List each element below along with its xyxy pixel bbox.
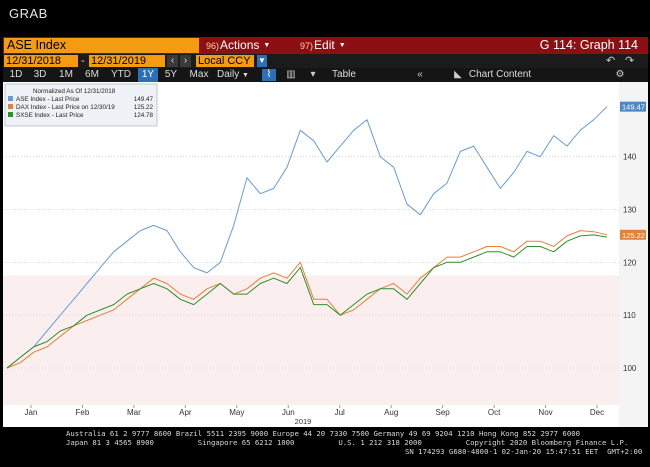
main-toolbar: ASE Index 96)Actions ▼ 97)Edit ▼ G 114: Gr… — [3, 37, 648, 54]
y-tick-label: 140 — [623, 153, 637, 162]
legend-swatch — [8, 96, 13, 101]
y-tick-label: 110 — [623, 311, 636, 320]
currency-field[interactable]: Local CCY — [196, 55, 254, 67]
legend-entry: ASE Index - Last Price — [16, 96, 80, 103]
last-value-label: 125.22 — [622, 231, 645, 240]
graph-title: G 114: Graph 114 — [539, 38, 638, 52]
x-tick-label: Feb — [76, 408, 90, 417]
edit-menu[interactable]: 97)Edit ▼ — [300, 37, 346, 54]
period-toolbar: 1D 3D 1M 6M YTD 1Y 5Y Max Daily ▼ ⌇ ▥ ▾ … — [3, 68, 648, 82]
footer-line-3: SN 174293 G680-4800-1 02-Jan-20 15:47:51… — [405, 447, 643, 456]
legend-title: Normalized As Of 12/31/2018 — [33, 88, 116, 95]
start-date-field[interactable]: 12/31/2018 — [4, 55, 78, 67]
edit-number: 97) — [300, 41, 314, 51]
x-tick-label: Mar — [127, 408, 141, 417]
x-tick-label: Jun — [282, 408, 295, 417]
x-tick-label: Aug — [384, 408, 398, 417]
series-line-1 — [6, 230, 608, 369]
footer-line-2: Japan 81 3 4565 8900 Singapore 65 6212 1… — [66, 438, 629, 447]
legend-entry: SXSE Index - Last Price — [16, 112, 84, 119]
chevron-down-icon: ▼ — [338, 42, 346, 49]
date-separator: - — [81, 55, 85, 67]
chart-area: 100 110 120 130 140 Jan Feb Mar Apr May Jun Jul Aug S… — [3, 82, 648, 427]
legend-value: 149.47 — [134, 96, 154, 103]
x-tick-label: Nov — [538, 408, 552, 417]
undo-icon[interactable]: ↶ — [606, 55, 616, 67]
end-date-field[interactable]: 12/31/2019 — [89, 55, 165, 67]
redo-icon[interactable]: ↷ — [625, 55, 635, 67]
y-tick-label: 130 — [623, 206, 637, 215]
security-field[interactable]: ASE Index — [4, 38, 199, 53]
currency-dropdown-icon[interactable]: ▼ — [257, 55, 267, 67]
date-bar: 12/31/2018 - 12/31/2019 ‹ › Local CCY ▼ … — [3, 54, 648, 68]
x-axis-label: 2019 — [295, 417, 312, 426]
reference-shade — [3, 275, 619, 405]
collapse-icon[interactable]: « — [417, 69, 423, 80]
legend-swatch — [8, 104, 13, 109]
period-6m[interactable]: 6M — [85, 69, 99, 80]
frequency-label: Daily — [217, 69, 240, 80]
x-tick-label: Jul — [335, 408, 345, 417]
x-tick-label: Sep — [436, 408, 451, 417]
period-ytd[interactable]: YTD — [111, 69, 131, 80]
next-period-icon[interactable]: › — [180, 55, 191, 67]
x-tick-label: Jan — [25, 408, 38, 417]
chart-content-button[interactable]: Chart Content — [468, 69, 532, 80]
x-tick-label: Dec — [590, 408, 604, 417]
series-line-2 — [6, 234, 608, 369]
bar-chart-icon[interactable]: ▥ — [286, 69, 296, 80]
chart-content-icon[interactable]: ◣ — [454, 69, 462, 80]
actions-menu[interactable]: 96)Actions ▼ — [206, 37, 270, 54]
legend-value: 124.78 — [134, 112, 154, 119]
chevron-down-icon: ▼ — [242, 72, 249, 79]
window-title: GRAB — [9, 6, 48, 21]
period-1m[interactable]: 1M — [59, 69, 73, 80]
gear-icon[interactable]: ⚙ — [615, 69, 625, 80]
actions-number: 96) — [206, 41, 220, 51]
legend-entry: DAX Index - Last Price on 12/30/19 — [16, 104, 115, 111]
x-tick-label: Oct — [488, 408, 501, 417]
footer-line-1: Australia 61 2 9777 8600 Brazil 5511 239… — [66, 429, 580, 438]
frequency-select[interactable]: Daily ▼ — [216, 68, 250, 82]
line-chart: 100 110 120 130 140 Jan Feb Mar Apr May Jun Jul Aug S… — [3, 82, 648, 427]
period-5y[interactable]: 5Y — [164, 69, 178, 80]
last-value-tag — [620, 101, 646, 112]
period-max[interactable]: Max — [189, 69, 209, 80]
footer: Australia 61 2 9777 8600 Brazil 5511 239… — [0, 428, 650, 467]
x-tick-label: Apr — [179, 408, 192, 417]
edit-label: Edit — [314, 38, 335, 52]
legend-swatch — [8, 112, 13, 117]
last-value-tag — [620, 229, 646, 240]
prev-period-icon[interactable]: ‹ — [167, 55, 178, 67]
table-button[interactable]: Table — [332, 69, 356, 80]
period-3d[interactable]: 3D — [33, 69, 47, 80]
line-chart-icon[interactable]: ⌇ — [262, 69, 276, 81]
y-axis-panel — [619, 82, 648, 427]
legend-box — [4, 83, 158, 127]
period-1d[interactable]: 1D — [9, 69, 23, 80]
legend-value: 125.22 — [134, 104, 154, 111]
chevron-down-icon: ▼ — [263, 42, 271, 49]
actions-label: Actions — [220, 38, 260, 52]
period-1y[interactable]: 1Y — [138, 68, 158, 82]
series-line-0 — [6, 106, 608, 369]
last-value-label: 149.47 — [622, 103, 645, 112]
y-tick-label: 100 — [623, 364, 637, 373]
x-tick-label: May — [229, 408, 244, 417]
chevron-down-icon[interactable]: ▾ — [310, 69, 316, 80]
y-tick-label: 120 — [623, 258, 637, 267]
